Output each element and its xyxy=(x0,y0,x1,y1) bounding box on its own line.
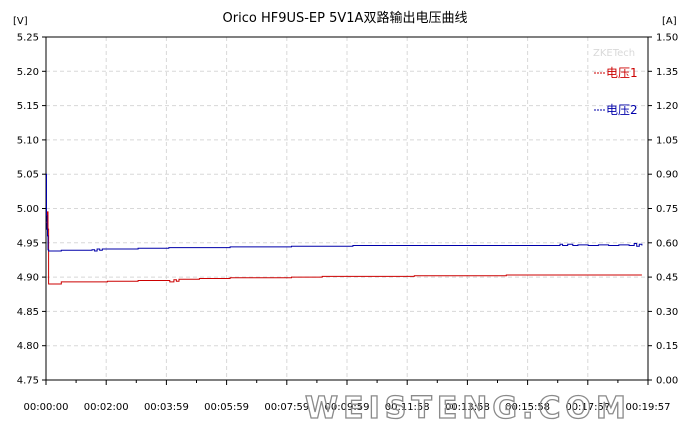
x-ticks: 00:00:00 00:02:00 00:03:59 00:05:59 00:07:59… xyxy=(24,380,671,413)
x-tick-label: 00:09:59 xyxy=(325,402,370,413)
legend-label: 电压1 xyxy=(606,66,638,80)
x-tick-label: 00:19:57 xyxy=(626,402,671,413)
y-left-tick-label: 5.10 xyxy=(17,135,39,146)
y-right-tick-label: 1.05 xyxy=(656,135,678,146)
watermark-weisteng: WEISTENG.COM xyxy=(305,391,631,426)
y-right-ticks: 1.50 1.35 1.20 1.05 0.90 0.75 0.60 0.45 0.30 0.15… xyxy=(648,33,678,387)
y-left-tick-label: 4.85 xyxy=(17,307,39,318)
y-right-tick-label: 1.50 xyxy=(656,33,678,44)
x-tick-label: 00:00:00 xyxy=(24,402,69,413)
series-lines xyxy=(46,173,643,285)
x-tick-label: 00:02:00 xyxy=(84,402,129,413)
y-left-tick-label: 5.15 xyxy=(17,101,39,112)
y-right-tick-label: 1.20 xyxy=(656,101,678,112)
grid-lines xyxy=(46,37,648,380)
series-line-电压1 xyxy=(46,211,642,285)
x-tick-label: 00:07:59 xyxy=(264,402,309,413)
x-tick-label: 00:03:59 xyxy=(144,402,189,413)
y-right-tick-label: 0.00 xyxy=(656,376,678,387)
legend: 电压1 电压2 xyxy=(594,66,638,117)
legend-label: 电压2 xyxy=(606,103,638,117)
x-tick-label: 00:17:57 xyxy=(565,402,610,413)
series-line-电压2 xyxy=(46,173,643,252)
y-right-unit: [A] xyxy=(662,16,677,27)
y-right-tick-label: 1.35 xyxy=(656,67,678,78)
y-left-tick-label: 4.75 xyxy=(17,376,39,387)
y-left-tick-label: 5.00 xyxy=(17,204,39,215)
y-right-tick-label: 0.30 xyxy=(656,307,678,318)
y-right-tick-label: 0.60 xyxy=(656,238,678,249)
x-tick-label: 00:15:58 xyxy=(505,402,550,413)
chart-title: Orico HF9US-EP 5V1A双路输出电压曲线 xyxy=(223,10,468,26)
y-left-tick-label: 4.95 xyxy=(17,238,39,249)
y-right-tick-label: 0.15 xyxy=(656,341,678,352)
y-left-tick-label: 4.80 xyxy=(17,341,39,352)
y-left-tick-label: 5.05 xyxy=(17,170,39,181)
y-left-tick-label: 5.20 xyxy=(17,67,39,78)
y-left-ticks: 5.25 5.20 5.15 5.10 5.05 5.00 4.95 4.90 4.85 4.80… xyxy=(17,33,46,387)
x-tick-label: 00:11:58 xyxy=(385,402,430,413)
y-left-tick-label: 5.25 xyxy=(17,33,39,44)
y-left-tick-label: 4.90 xyxy=(17,273,39,284)
x-tick-label: 00:13:58 xyxy=(445,402,490,413)
y-right-tick-label: 0.75 xyxy=(656,204,678,215)
y-right-tick-label: 0.45 xyxy=(656,273,678,284)
y-left-unit: [V] xyxy=(13,16,28,27)
x-tick-label: 00:05:59 xyxy=(204,402,249,413)
y-right-tick-label: 0.90 xyxy=(656,170,678,181)
watermark-zketech: ZKETech xyxy=(593,48,635,59)
